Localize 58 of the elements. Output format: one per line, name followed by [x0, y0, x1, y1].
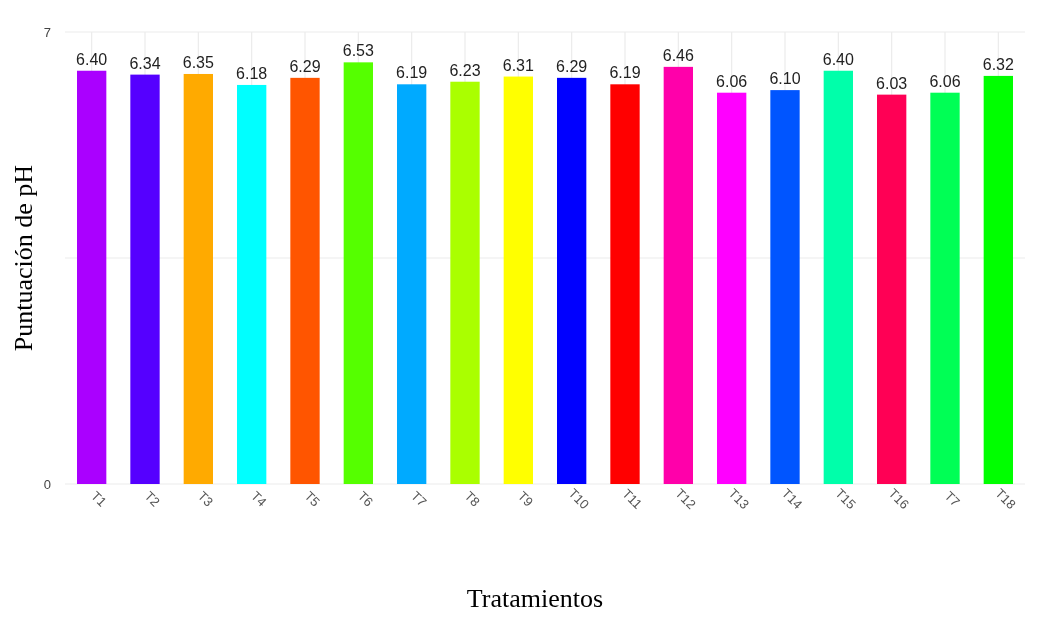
bar [237, 84, 267, 484]
bar [183, 73, 213, 484]
x-tick-label: T12 [672, 485, 699, 513]
data-label: 6.53 [342, 42, 375, 60]
data-label: 6.40 [76, 50, 108, 68]
data-label: 6.32 [982, 55, 1015, 73]
x-tick-label: T13 [725, 485, 753, 513]
x-tick-label: T11 [619, 485, 646, 512]
bar [397, 84, 427, 484]
bar [770, 90, 800, 484]
data-label: 6.46 [662, 46, 695, 64]
x-tick-label: T18 [992, 485, 1019, 513]
y-axis-title: Puntuación de pH [9, 164, 38, 352]
y-tick-label: 7 [43, 24, 51, 40]
data-label: 6.31 [502, 56, 535, 74]
bar [343, 62, 373, 484]
bar [77, 70, 107, 484]
data-label: 6.40 [822, 50, 855, 68]
x-tick-label: T7 [408, 488, 430, 510]
bar [930, 92, 960, 484]
x-tick-label: T6 [354, 488, 377, 510]
bar [130, 74, 160, 484]
bar [877, 94, 907, 484]
data-label: 6.06 [929, 72, 961, 90]
x-tick-label: T16 [885, 485, 913, 513]
bar [503, 76, 533, 484]
data-label: 6.29 [289, 57, 321, 75]
data-label: 6.29 [556, 57, 588, 75]
x-tick-label: T2 [141, 488, 163, 510]
bar [610, 84, 640, 484]
data-label: 6.19 [609, 64, 641, 82]
data-label: 6.03 [876, 74, 908, 92]
x-tick-label: T8 [461, 488, 483, 510]
data-label: 6.10 [769, 70, 801, 88]
bar [983, 75, 1013, 484]
bar [557, 77, 587, 484]
x-tick-label: T14 [778, 485, 806, 513]
x-tick-label: T15 [832, 485, 859, 513]
x-tick-label: T10 [565, 485, 593, 513]
data-label: 6.19 [396, 64, 428, 82]
x-tick-label: T9 [514, 488, 537, 510]
bar [663, 66, 693, 484]
data-label: 6.06 [716, 72, 748, 90]
y-tick-label: 0 [43, 476, 51, 492]
data-label: 6.23 [449, 61, 481, 79]
bar [290, 77, 320, 484]
x-tick-label: T4 [248, 488, 270, 510]
bar [450, 81, 480, 484]
data-label: 6.35 [182, 53, 215, 71]
bar [717, 92, 747, 484]
x-tick-label: T7 [941, 488, 963, 510]
x-tick-label: T5 [301, 488, 323, 510]
x-axis-title: Tratamientos [466, 584, 604, 613]
x-tick-label: T3 [194, 488, 217, 510]
data-label: 6.34 [129, 54, 161, 72]
x-tick-label: T1 [88, 488, 110, 510]
data-label: 6.18 [236, 64, 268, 82]
bar [823, 70, 853, 484]
